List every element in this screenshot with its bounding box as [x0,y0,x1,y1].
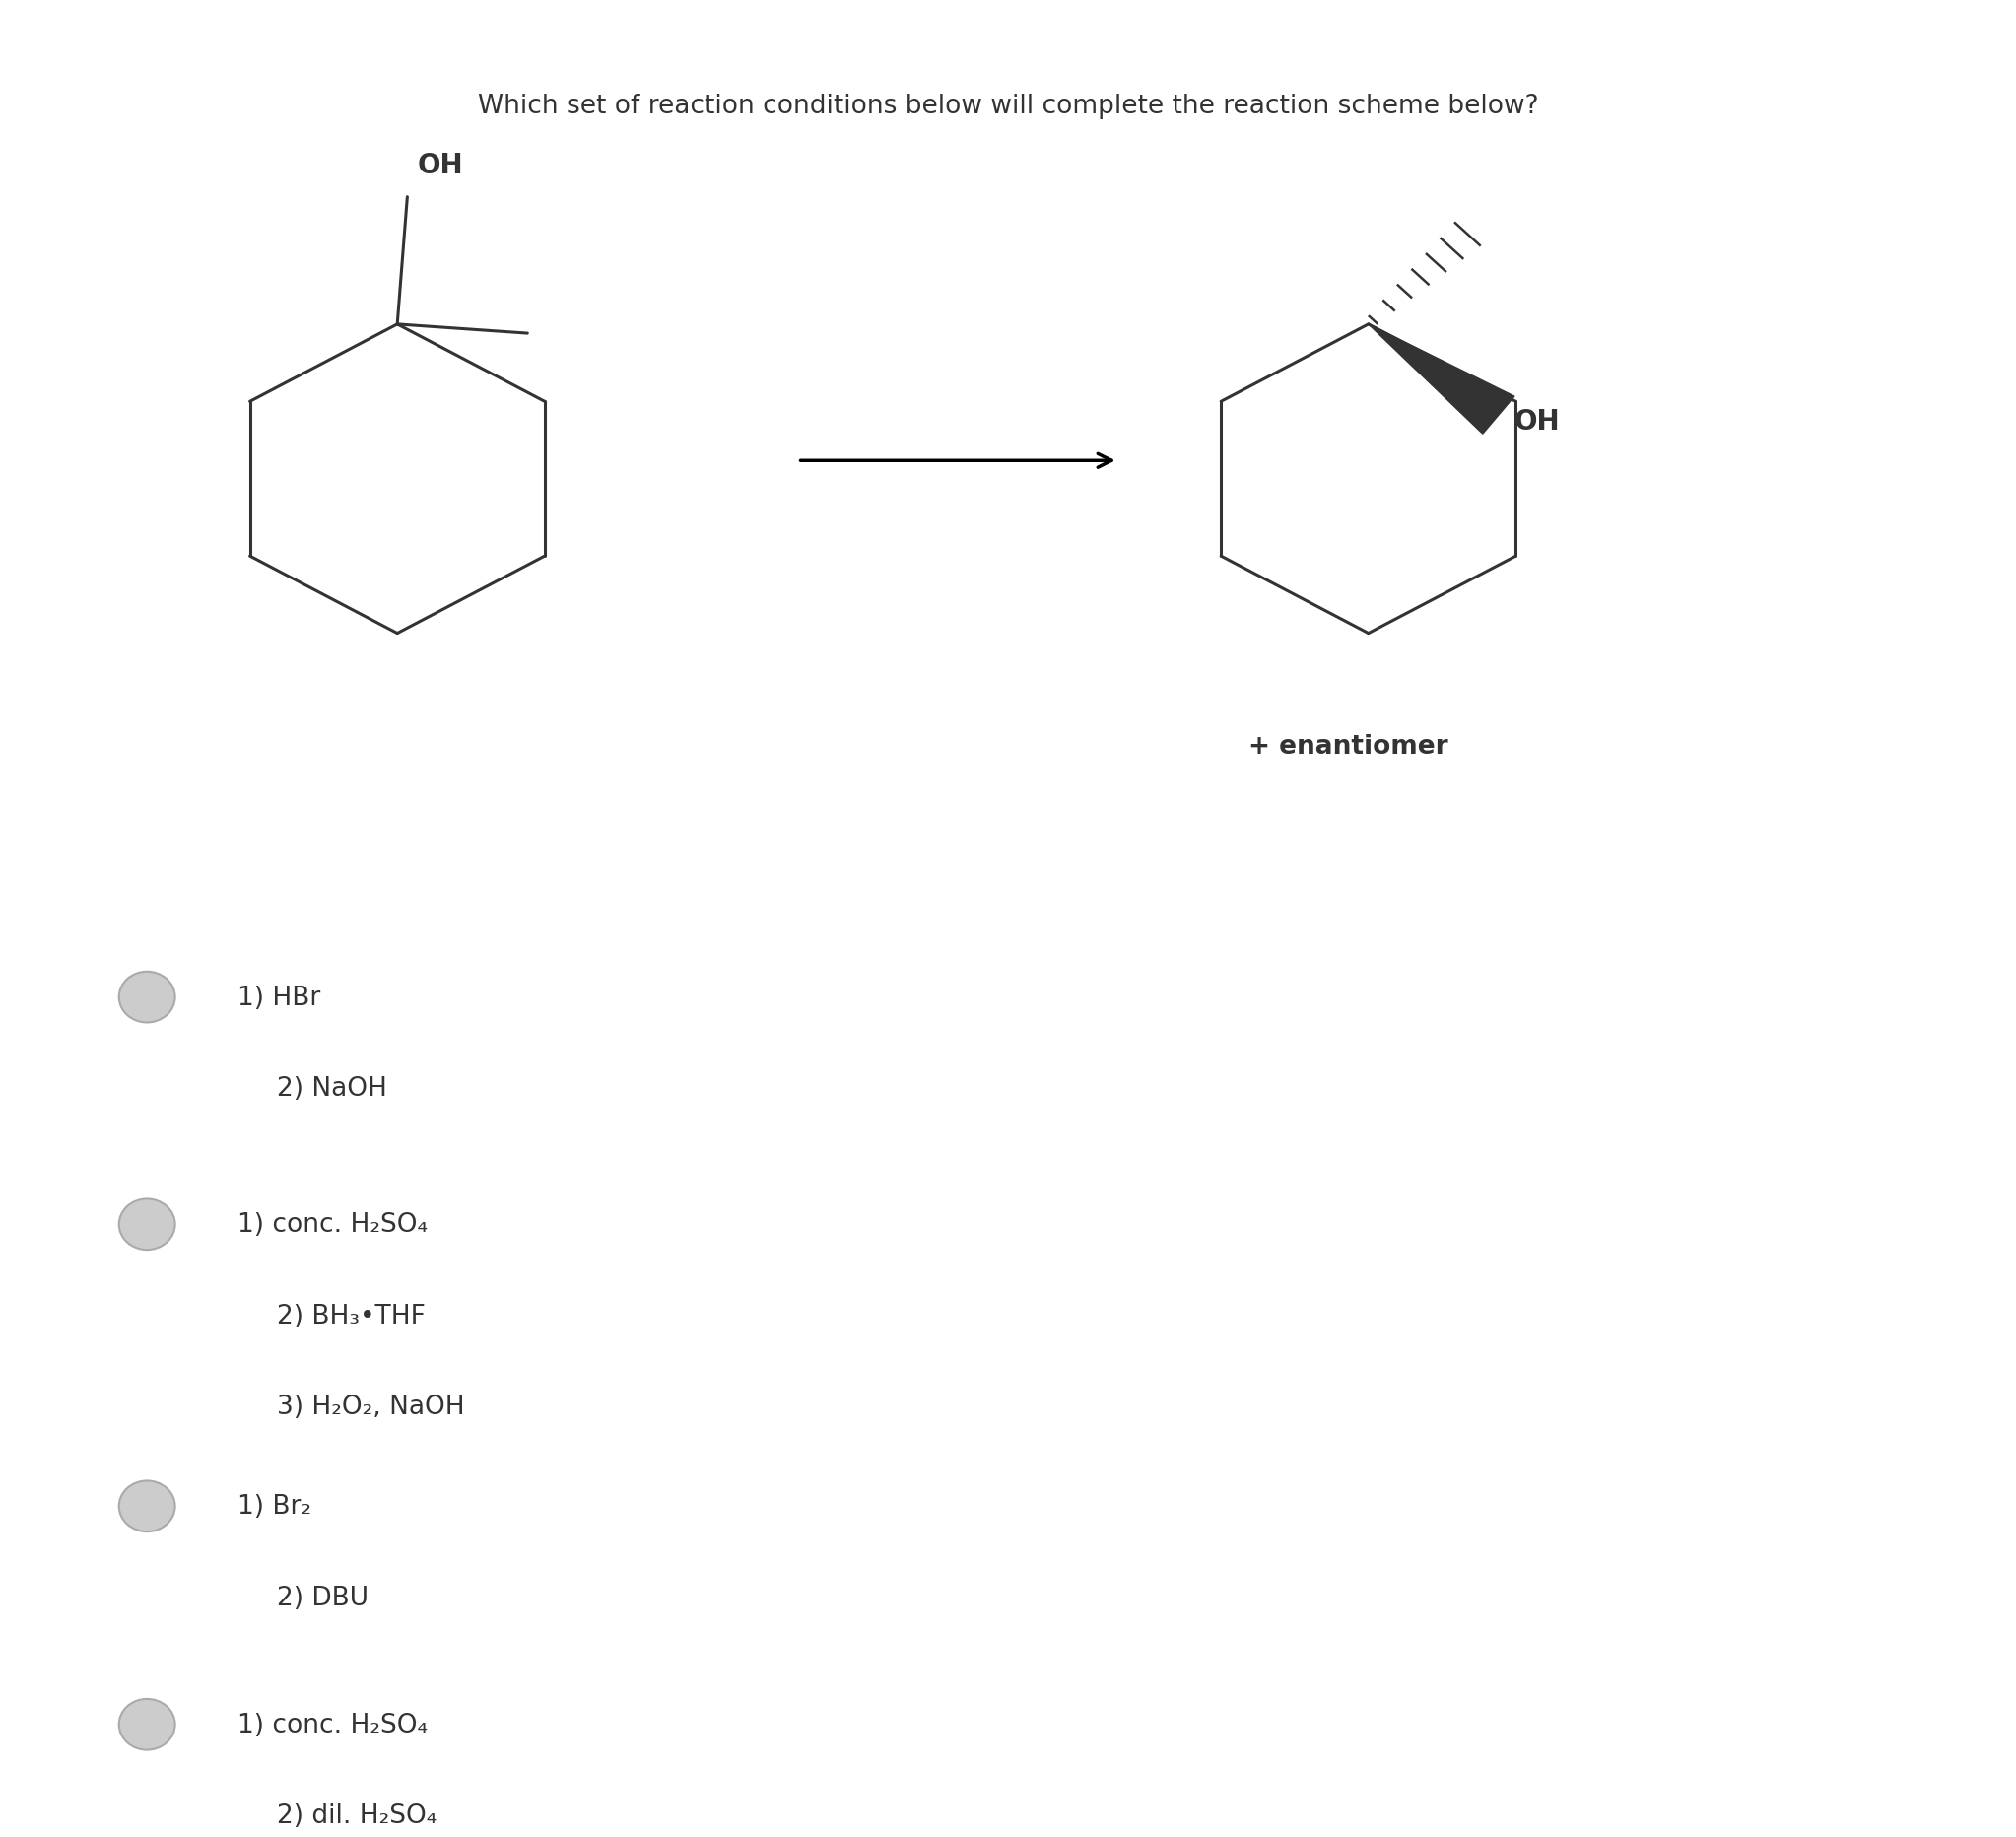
Text: 3) H₂O₂, NaOH: 3) H₂O₂, NaOH [276,1394,466,1420]
Text: 2) BH₃•THF: 2) BH₃•THF [276,1302,425,1328]
Text: 1) conc. H₂SO₄: 1) conc. H₂SO₄ [238,1712,427,1738]
Text: 1) conc. H₂SO₄: 1) conc. H₂SO₄ [238,1212,427,1238]
Polygon shape [1369,325,1514,435]
Text: Which set of reaction conditions below will complete the reaction scheme below?: Which set of reaction conditions below w… [478,94,1538,119]
Text: 1) Br₂: 1) Br₂ [238,1493,310,1519]
Text: OH: OH [1514,408,1560,435]
Text: 2) NaOH: 2) NaOH [276,1075,387,1100]
Circle shape [119,1200,175,1249]
Circle shape [119,972,175,1023]
Circle shape [119,1699,175,1751]
Text: 2) dil. H₂SO₄: 2) dil. H₂SO₄ [276,1802,437,1828]
Text: 2) DBU: 2) DBU [276,1585,369,1609]
Text: OH: OH [417,152,464,180]
Text: 1) HBr: 1) HBr [238,985,321,1010]
Circle shape [119,1481,175,1532]
Text: + enantiomer: + enantiomer [1248,733,1447,759]
